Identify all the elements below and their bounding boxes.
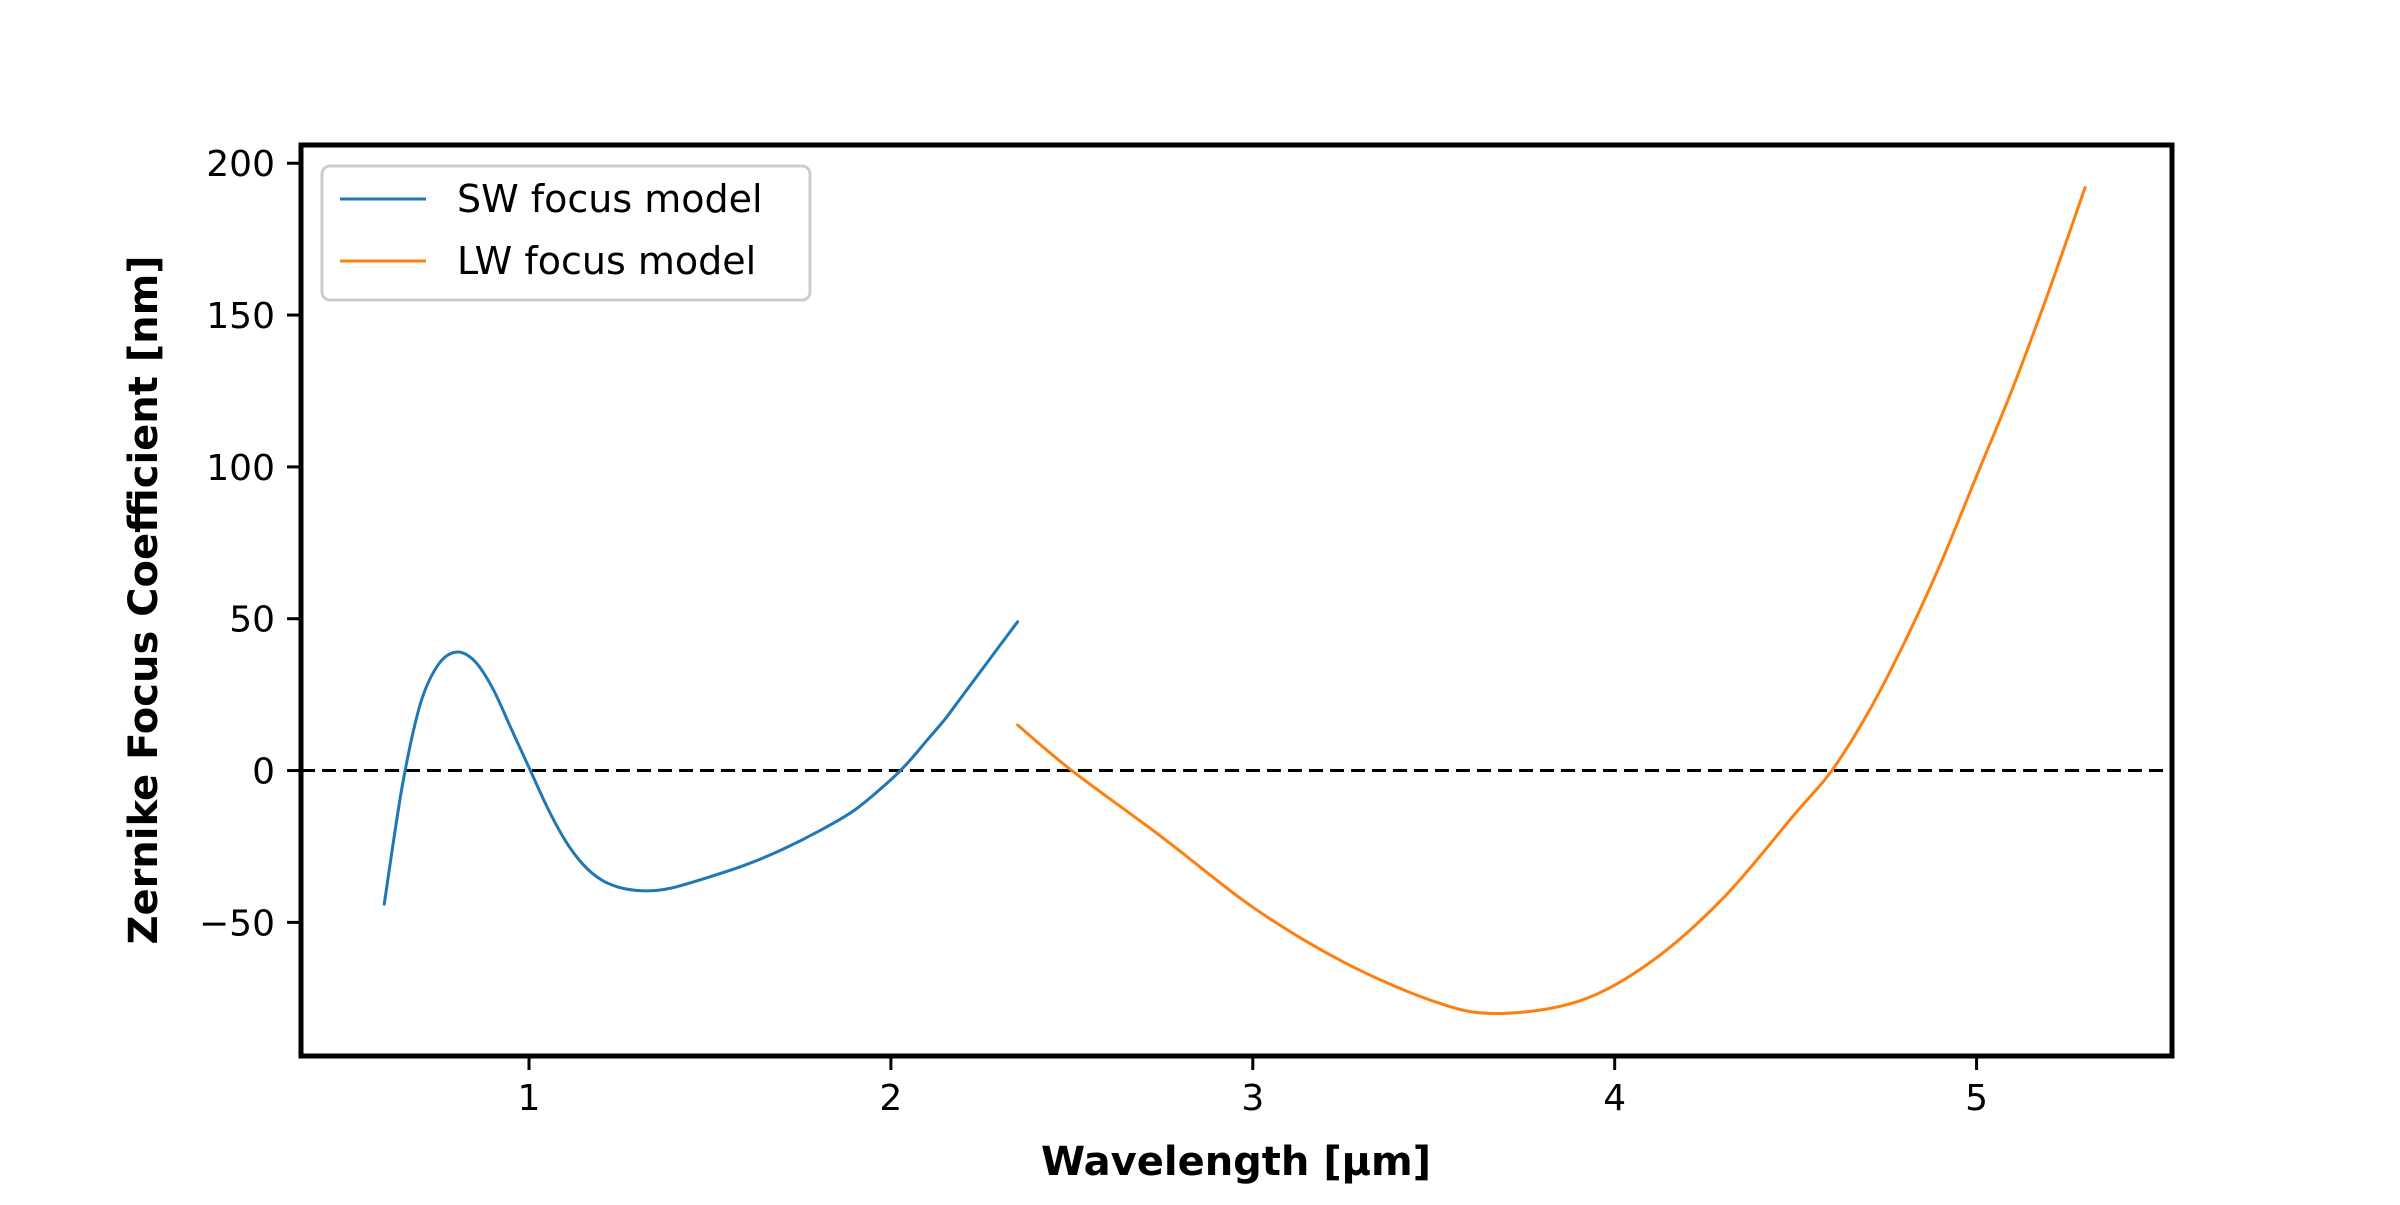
x-tick-label: 4	[1603, 1078, 1626, 1119]
y-tick-label: −50	[199, 903, 275, 944]
x-axis: 1 2 3 4 5	[518, 1056, 1988, 1119]
legend-label-sw: SW focus model	[457, 177, 763, 221]
y-tick-label: 150	[206, 296, 275, 337]
y-tick-label: 100	[206, 448, 275, 489]
plot-frame	[298, 142, 2175, 1059]
y-axis: −50 0 50 100 150 200	[199, 144, 301, 944]
legend-box	[320, 164, 812, 302]
series-line-lw	[1016, 186, 2087, 1015]
x-tick-label: 1	[518, 1078, 541, 1119]
series-layer	[382, 186, 2087, 1015]
series-line-sw	[382, 620, 1020, 906]
legend-label-lw: LW focus model	[457, 239, 756, 283]
legend: SW focus model LW focus model	[320, 164, 812, 302]
x-tick-label: 2	[879, 1078, 902, 1119]
x-tick-label: 5	[1965, 1078, 1988, 1119]
x-tick-label: 3	[1241, 1078, 1264, 1119]
x-axis-label: Wavelength [μm]	[1041, 1139, 1431, 1185]
y-tick-label: 0	[252, 752, 275, 793]
y-tick-label: 200	[206, 144, 275, 185]
y-tick-label: 50	[229, 600, 275, 641]
y-axis-label: Zernike Focus Coefficient [nm]	[121, 255, 167, 944]
